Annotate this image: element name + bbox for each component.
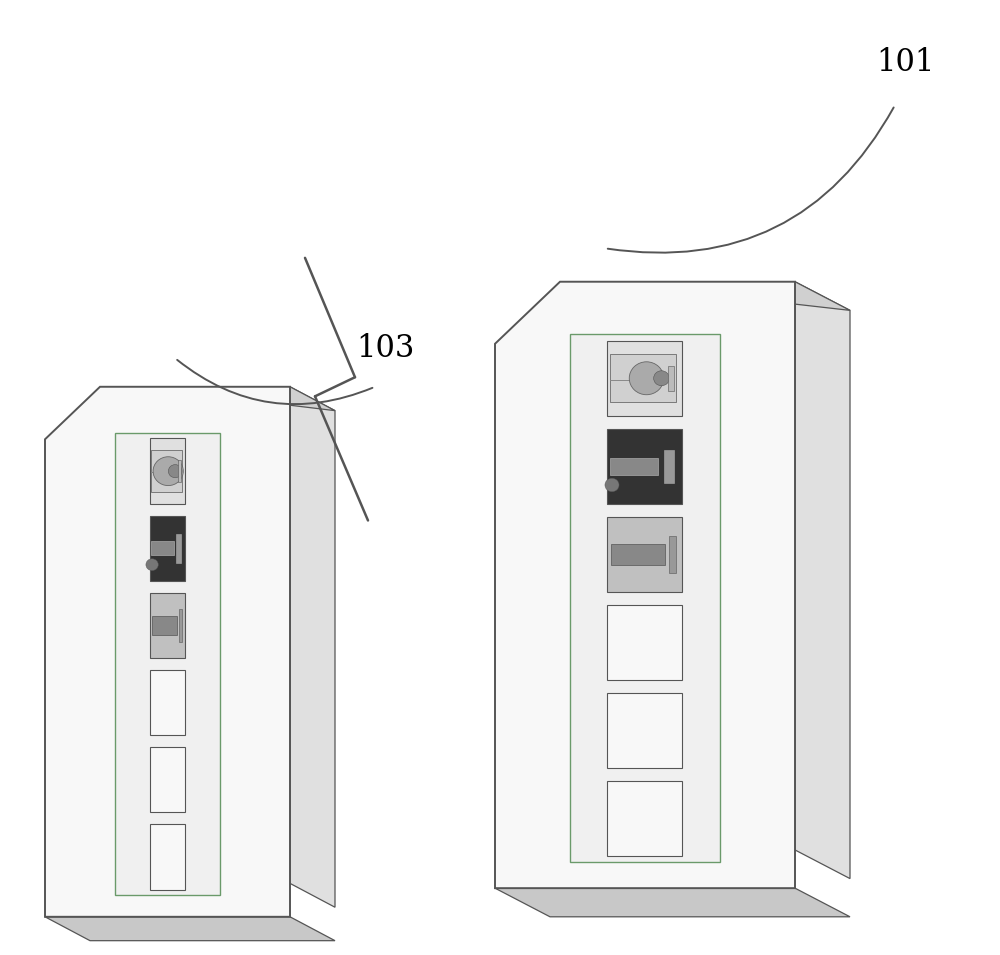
Bar — [607, 605, 682, 680]
Bar — [150, 824, 185, 889]
Bar — [607, 429, 682, 503]
Circle shape — [168, 465, 182, 478]
Bar — [664, 450, 674, 482]
Bar — [176, 534, 181, 562]
Bar — [607, 781, 682, 856]
Bar — [151, 541, 174, 556]
Bar — [611, 543, 665, 564]
Bar — [607, 341, 682, 415]
Polygon shape — [495, 282, 795, 888]
Bar — [152, 616, 177, 634]
Bar — [178, 460, 181, 482]
Bar — [150, 593, 185, 658]
Text: 101: 101 — [876, 47, 934, 77]
Bar — [179, 609, 182, 642]
Bar — [150, 747, 185, 813]
Circle shape — [629, 362, 664, 394]
Bar — [150, 516, 185, 581]
Bar — [150, 438, 185, 504]
Circle shape — [146, 559, 158, 570]
Polygon shape — [100, 387, 335, 411]
Polygon shape — [795, 282, 850, 879]
Polygon shape — [290, 387, 335, 907]
Bar — [669, 536, 676, 573]
Circle shape — [153, 456, 183, 485]
Polygon shape — [45, 387, 290, 917]
Bar — [570, 334, 720, 862]
Bar — [115, 433, 220, 896]
Bar — [668, 366, 674, 391]
Polygon shape — [495, 888, 850, 917]
Circle shape — [605, 478, 619, 492]
Text: 103: 103 — [356, 333, 414, 364]
Bar — [151, 450, 182, 492]
Bar — [610, 458, 658, 475]
Bar — [607, 693, 682, 768]
Circle shape — [654, 371, 669, 386]
Bar — [610, 354, 676, 402]
Bar — [150, 669, 185, 735]
Polygon shape — [560, 282, 850, 310]
Bar — [607, 517, 682, 592]
Polygon shape — [45, 917, 335, 941]
